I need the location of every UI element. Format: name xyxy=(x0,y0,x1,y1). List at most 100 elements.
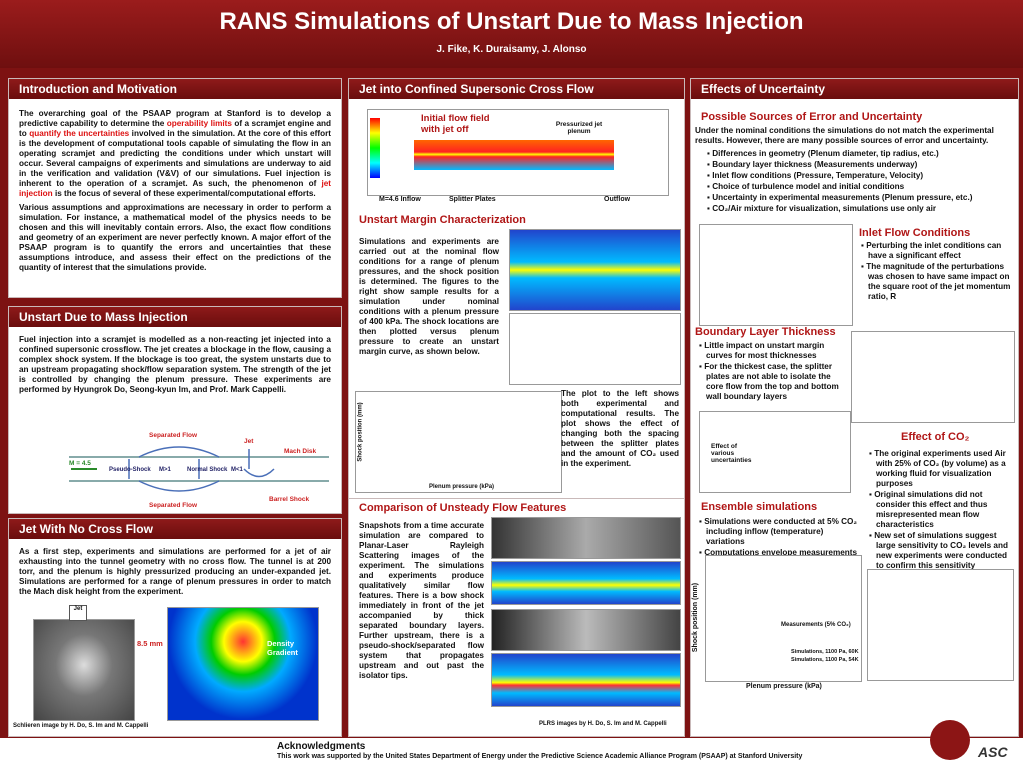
title: RANS Simulations of Unstart Due to Mass … xyxy=(219,8,804,35)
caption: PLRS images by H. Do, S. Im and M. Cappe… xyxy=(539,721,667,727)
axis-label: Shock position (mm) xyxy=(357,402,364,462)
shock-lines xyxy=(128,446,220,492)
text: of a scramjet engine and to xyxy=(19,119,331,138)
label: Mach Disk xyxy=(284,448,317,455)
margin-plot xyxy=(355,391,562,493)
sim-snapshot xyxy=(491,653,681,707)
unsteady-panel: Comparison of Unsteady Flow Features Sna… xyxy=(348,498,685,737)
label: M<1 xyxy=(231,467,244,473)
bullet: Computations envelope measurements xyxy=(697,548,862,558)
effect-plot xyxy=(699,411,851,493)
inlet-plot xyxy=(699,224,853,326)
paragraph: The overarching goal of the PSAAP progra… xyxy=(19,109,331,199)
flowfield-figure xyxy=(367,109,669,196)
paragraph: The plot to the left shows both experime… xyxy=(561,389,679,468)
bullet-list: Perturbing the inlet conditions can have… xyxy=(859,241,1011,303)
bullet: New set of simulations suggest large sen… xyxy=(867,531,1012,571)
size-label: 8.5 mm xyxy=(137,639,163,648)
paragraph: Snapshots from a time accurate simulatio… xyxy=(359,521,484,680)
bullet-list: The original experiments used Air with 2… xyxy=(867,449,1012,572)
label: Pseudo-Shock xyxy=(109,467,151,473)
wall-pressure-plot xyxy=(867,569,1014,681)
color-legend xyxy=(370,118,380,178)
jet-label: Jet xyxy=(69,605,87,621)
bullet: The magnitude of the perturbations was c… xyxy=(859,262,1011,302)
bullet: CO₂/Air mixture for visualization, simul… xyxy=(705,204,1010,214)
bullet: Inlet flow conditions (Pressure, Tempera… xyxy=(705,171,1010,181)
ack-text: This work was supported by the United St… xyxy=(277,753,803,760)
label: Splitter Plates xyxy=(449,196,496,203)
label: Separated Flow xyxy=(149,432,198,439)
bullet: Little impact on unstart margin curves f… xyxy=(697,341,847,361)
label: M = 4.5 xyxy=(69,460,91,467)
authors: J. Fike, K. Duraisamy, J. Alonso xyxy=(436,44,587,55)
ack-heading: Acknowledgments xyxy=(277,741,366,752)
heading: Jet With No Cross Flow xyxy=(9,519,341,539)
seal xyxy=(930,720,970,760)
caption: Schlieren image by H. Do, S. Im and M. C… xyxy=(13,723,149,729)
bl-plot xyxy=(851,331,1015,423)
bullet: Choice of turbulence model and initial c… xyxy=(705,182,1010,192)
bullet-list: Little impact on unstart margin curves f… xyxy=(697,341,847,403)
bullet: Original simulations did not consider th… xyxy=(867,490,1012,530)
label: Effect of various uncertainties xyxy=(711,443,752,464)
axis-label: Plenum pressure (kPa) xyxy=(429,484,495,490)
schlieren-image xyxy=(33,619,135,721)
paragraph: Under the nominal conditions the simulat… xyxy=(695,126,994,145)
sim-snapshot xyxy=(491,561,681,605)
label: M>1 xyxy=(159,467,172,473)
label: Barrel Shock xyxy=(269,496,309,503)
text: The overarching goal of the PSAAP progra… xyxy=(19,109,331,128)
density-label: Density Gradient xyxy=(267,639,298,657)
subheading: Comparison of Unsteady Flow Features xyxy=(359,502,567,514)
subheading: Ensemble simulations xyxy=(701,501,818,513)
heading: Unstart Due to Mass Injection xyxy=(9,307,341,327)
bullet: Differences in geometry (Plenum diameter… xyxy=(705,149,1010,159)
paragraph: Various assumptions and approximations a… xyxy=(19,203,331,272)
text: is the focus of several of these experim… xyxy=(52,189,316,198)
label: Separated Flow xyxy=(149,502,198,509)
heading: Introduction and Motivation xyxy=(9,79,341,99)
bullet: Boundary layer thickness (Measurements u… xyxy=(705,160,1010,170)
axis-label: Shock position (mm) xyxy=(692,582,700,653)
nocross-panel: Jet With No Cross Flow As a first step, … xyxy=(8,518,342,737)
label: Outflow xyxy=(604,196,631,203)
subheading: Unstart Margin Characterization xyxy=(359,214,526,226)
axis-label: Plenum pressure (kPa) xyxy=(746,683,822,690)
intro-panel: Introduction and Motivation The overarch… xyxy=(8,78,342,298)
paragraph: Simulations and experiments are carried … xyxy=(359,237,499,356)
highlight: quantify the uncertainties xyxy=(29,129,130,138)
label: Measurements (5% CO₂) xyxy=(781,622,851,628)
confined-panel: Jet into Confined Supersonic Cross Flow … xyxy=(348,78,685,500)
highlight: operability limits xyxy=(166,119,232,128)
density-image xyxy=(167,607,319,721)
highlight: jet injection xyxy=(19,179,331,198)
text: involved in the simulation. At the core … xyxy=(19,129,331,188)
subheading: Boundary Layer Thickness xyxy=(695,326,836,338)
header-band xyxy=(0,0,1023,68)
subheading: Inlet Flow Conditions xyxy=(859,227,971,239)
sim-image xyxy=(509,229,681,311)
legend-entry: Simulations, 1100 Pa, 60K xyxy=(791,649,859,655)
logo: ASC xyxy=(978,744,1008,760)
bullet-list: Differences in geometry (Plenum diameter… xyxy=(705,149,1010,215)
bullet: Simulations were conducted at 5% CO₂ inc… xyxy=(697,517,862,547)
bullet: For the thickest case, the splitter plat… xyxy=(697,362,847,402)
heading: Effects of Uncertainty xyxy=(691,79,1018,99)
bullet: Uncertainty in experimental measurements… xyxy=(705,193,1010,203)
footer xyxy=(0,738,1023,768)
uncertainty-panel: Effects of Uncertainty Possible Sources … xyxy=(690,78,1019,737)
bullet-list: Simulations were conducted at 5% CO₂ inc… xyxy=(697,517,862,559)
bullet: Perturbing the inlet conditions can have… xyxy=(859,241,1011,261)
shock-diagram: Separated Flow Jet Mach Disk M = 4.5 Pse… xyxy=(69,432,329,509)
subheading: Possible Sources of Error and Uncertaint… xyxy=(701,111,923,123)
paragraph: As a first step, experiments and simulat… xyxy=(19,547,331,596)
label: Jet xyxy=(244,438,254,445)
unstart-panel: Unstart Due to Mass Injection Fuel injec… xyxy=(8,306,342,514)
label: M=4.6 Inflow xyxy=(379,196,421,203)
heading: Jet into Confined Supersonic Cross Flow xyxy=(349,79,684,99)
legend-entry: Simulations, 1100 Pa, 54K xyxy=(791,657,859,663)
subheading: Effect of CO₂ xyxy=(901,431,970,443)
jet-lines xyxy=(243,449,275,478)
